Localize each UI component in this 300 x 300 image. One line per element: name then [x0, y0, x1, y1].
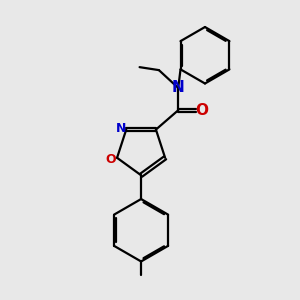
Text: N: N — [116, 122, 126, 135]
Text: O: O — [106, 153, 116, 166]
Text: N: N — [172, 80, 184, 95]
Text: O: O — [195, 103, 208, 118]
